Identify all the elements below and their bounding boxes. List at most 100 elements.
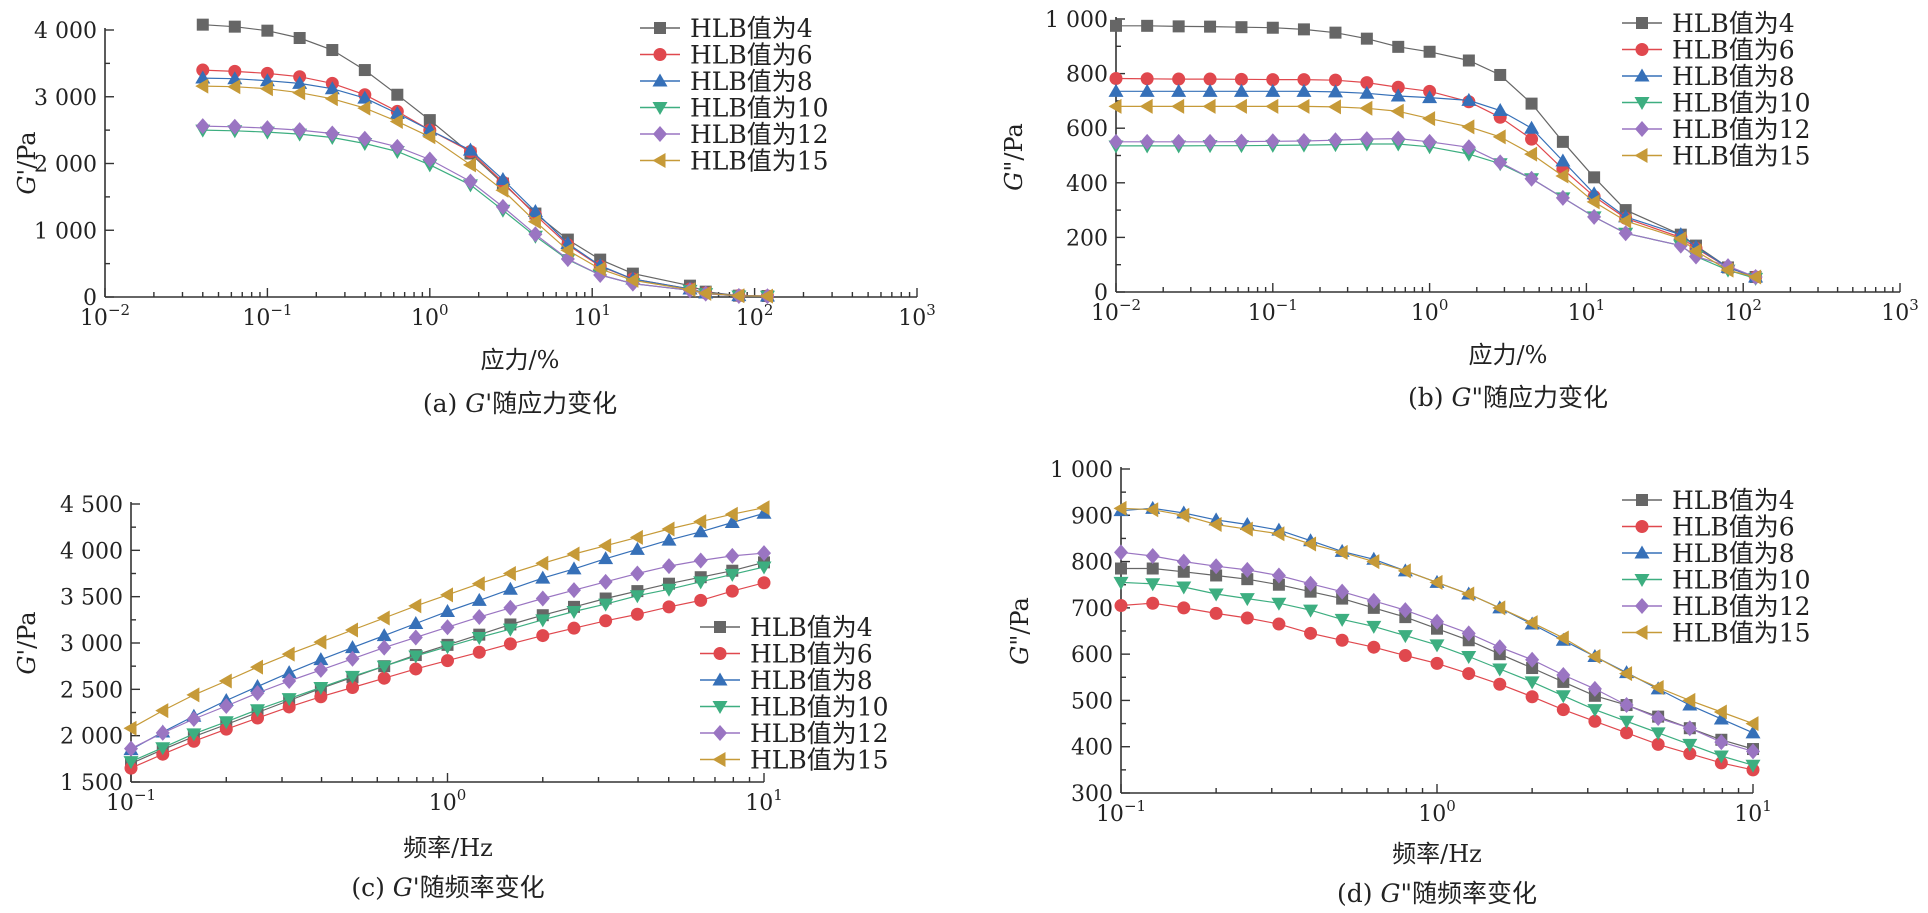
data-point xyxy=(1525,132,1539,146)
data-point xyxy=(409,662,423,676)
legend-label: HLB值为4 xyxy=(690,14,813,43)
data-point xyxy=(155,742,171,756)
data-point xyxy=(1422,111,1436,127)
x-tick-label: 101 xyxy=(745,786,783,816)
data-point xyxy=(1619,697,1634,714)
data-point xyxy=(441,654,454,668)
series-hlb-0 xyxy=(1110,19,1762,283)
data-point xyxy=(1493,677,1507,691)
data-point xyxy=(1328,73,1342,87)
data-point xyxy=(725,547,740,564)
data-point xyxy=(1494,68,1507,81)
data-point xyxy=(196,18,209,31)
label-part: '/Pa xyxy=(13,611,41,655)
label-part: (d) xyxy=(1337,879,1380,908)
data-point xyxy=(661,532,677,546)
data-point xyxy=(440,587,453,603)
data-point xyxy=(1303,575,1318,592)
data-point xyxy=(1113,576,1129,590)
series-hlb-4 xyxy=(124,545,771,757)
legend-marker xyxy=(653,126,667,142)
data-point xyxy=(693,552,708,569)
data-point xyxy=(598,551,614,565)
data-point xyxy=(502,623,518,637)
data-point xyxy=(1556,703,1570,717)
data-point xyxy=(186,710,201,727)
data-point xyxy=(1176,507,1190,523)
data-point xyxy=(1234,133,1249,150)
x-tick-base: 10 xyxy=(573,306,601,331)
y-tick-label: 800 xyxy=(1066,63,1108,88)
data-point xyxy=(1272,617,1286,631)
series-line xyxy=(202,69,768,297)
data-point xyxy=(1587,704,1603,718)
data-point xyxy=(1618,213,1632,229)
series-line xyxy=(1116,25,1756,278)
y-tick-label: 3 000 xyxy=(34,86,97,111)
data-point xyxy=(629,541,645,555)
legend-marker xyxy=(712,752,726,767)
legend-label: HLB值为10 xyxy=(1672,566,1811,595)
data-point xyxy=(535,590,550,607)
data-point xyxy=(423,114,436,127)
series-line xyxy=(1116,143,1756,279)
series-line xyxy=(1116,105,1756,278)
data-point xyxy=(1359,85,1375,99)
data-point xyxy=(1139,83,1155,97)
data-point xyxy=(1525,690,1539,704)
x-tick-label: 100 xyxy=(411,301,449,331)
data-point xyxy=(249,659,263,675)
data-point xyxy=(1304,626,1318,640)
x-tick-base: 10 xyxy=(242,306,270,331)
data-point xyxy=(1233,83,1249,97)
data-point xyxy=(408,629,423,646)
series-line xyxy=(202,85,768,297)
label-part: '随频率变化 xyxy=(413,873,545,902)
data-point xyxy=(1391,130,1406,147)
y-tick-label: 600 xyxy=(1071,643,1113,668)
data-point xyxy=(1271,526,1285,542)
data-point xyxy=(282,700,296,714)
series-hlb-5 xyxy=(195,78,773,304)
data-point xyxy=(376,660,392,674)
data-point xyxy=(630,607,644,621)
data-point xyxy=(1114,599,1128,613)
data-point xyxy=(693,576,709,590)
legend-marker xyxy=(1634,625,1648,640)
x-tick-base: 10 xyxy=(736,306,764,331)
label-part: "/Pa xyxy=(1006,597,1034,646)
data-point xyxy=(1208,517,1222,533)
label-part: "/Pa xyxy=(1000,123,1028,172)
series-line xyxy=(1116,137,1756,278)
data-point xyxy=(1329,26,1342,39)
data-point xyxy=(471,592,487,606)
data-point xyxy=(598,573,613,590)
data-point xyxy=(1745,759,1761,773)
legend-label: HLB值为15 xyxy=(690,147,829,176)
data-point xyxy=(1392,40,1405,53)
x-tick-exponent: 1 xyxy=(773,786,783,804)
label-part: (b) xyxy=(1408,383,1451,412)
x-tick-label: 10−1 xyxy=(1096,797,1146,827)
data-point xyxy=(724,515,740,529)
x-axis-title: 频率/Hz xyxy=(1392,840,1482,868)
series-hlb-2 xyxy=(1108,83,1764,283)
data-point xyxy=(661,583,677,597)
x-tick-exponent: −1 xyxy=(1124,797,1146,815)
series-hlb-5 xyxy=(123,500,770,736)
data-point xyxy=(1430,613,1444,630)
data-point xyxy=(250,711,264,725)
series-hlb-1 xyxy=(124,576,771,775)
y-tick-label: 2 500 xyxy=(60,678,123,703)
data-point xyxy=(1146,596,1160,610)
data-point xyxy=(592,261,606,277)
data-point xyxy=(682,282,696,298)
data-point xyxy=(1673,231,1687,247)
series-line xyxy=(202,129,768,297)
legend-label: HLB值为8 xyxy=(750,666,873,695)
legend-marker xyxy=(712,701,728,714)
data-point xyxy=(376,628,392,642)
data-point xyxy=(1145,502,1159,518)
data-point xyxy=(1296,83,1312,97)
